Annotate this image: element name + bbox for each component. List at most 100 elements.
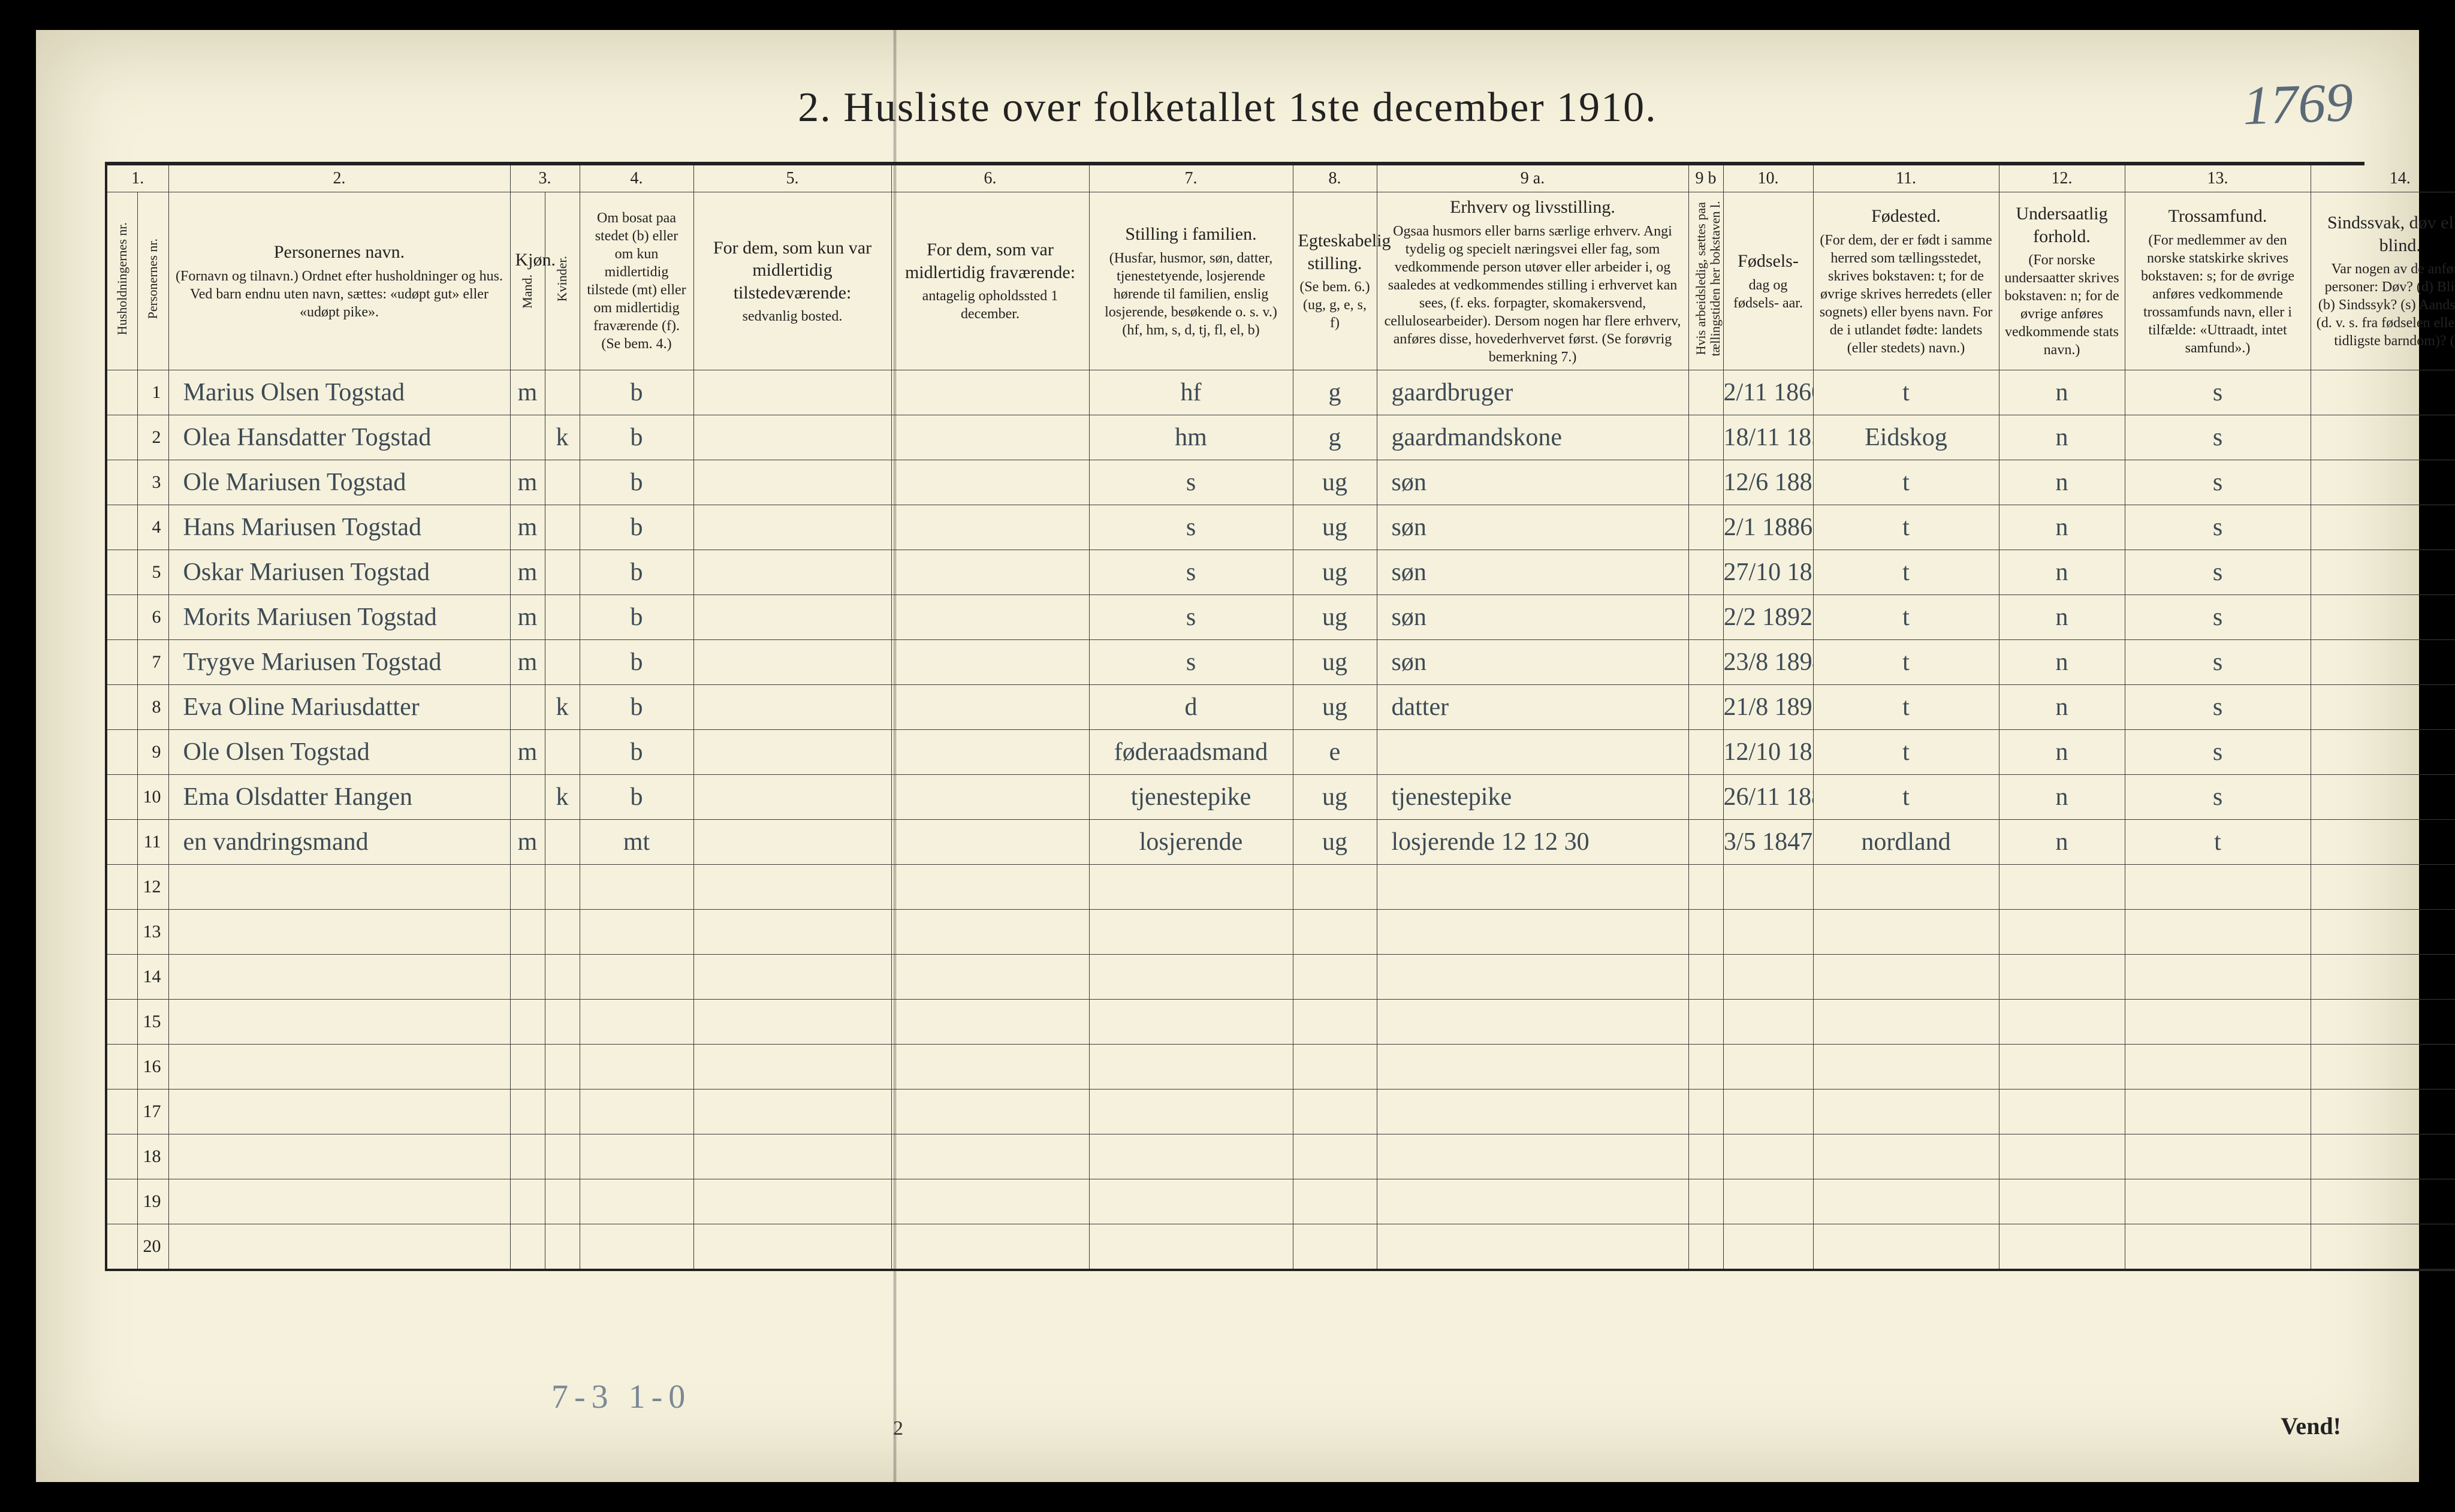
hdr-temp-present: For dem, som kun var midlertidig tilsted… <box>693 192 891 370</box>
hdr-sex-m: Kjøn. Mand. <box>510 192 545 370</box>
cell <box>106 415 137 460</box>
cell: s <box>2125 684 2311 729</box>
cell: Hans Mariusen Togstad <box>168 505 510 550</box>
cell <box>1999 1044 2125 1089</box>
cell: d <box>1089 684 1293 729</box>
cell: søn <box>1377 460 1688 505</box>
cell <box>891 864 1089 909</box>
cell: Olea Hansdatter Togstad <box>168 415 510 460</box>
cell: 1 <box>137 370 168 415</box>
cell <box>545 999 580 1044</box>
cell: t <box>2125 819 2311 864</box>
cell <box>2125 1044 2311 1089</box>
table-row: 13 <box>106 909 2455 954</box>
cell <box>693 909 891 954</box>
cell <box>2311 999 2455 1044</box>
cell <box>2125 1224 2311 1270</box>
cell: ug <box>1293 460 1377 505</box>
cell: s <box>2125 639 2311 684</box>
cell <box>580 1089 693 1134</box>
cell: b <box>580 684 693 729</box>
corner-annotation: 1769 <box>2242 70 2354 137</box>
page-title: 2. Husliste over folketallet 1ste decemb… <box>36 84 2419 132</box>
cell: en vandringsmand <box>168 819 510 864</box>
cell <box>1723 1224 1813 1270</box>
cell <box>1688 594 1723 639</box>
cell: Ole Olsen Togstad <box>168 729 510 774</box>
cell <box>891 729 1089 774</box>
cell <box>891 550 1089 594</box>
cell <box>1293 999 1377 1044</box>
cell: søn <box>1377 505 1688 550</box>
cell <box>693 729 891 774</box>
colnum-2: 2. <box>168 165 510 192</box>
cell <box>545 864 580 909</box>
hdr-religion: Trossamfund.(For medlemmer av den norske… <box>2125 192 2311 370</box>
cell <box>1089 864 1293 909</box>
cell: 7 <box>137 639 168 684</box>
cell: s <box>2125 370 2311 415</box>
cell <box>1688 639 1723 684</box>
colnum-1: 1. <box>106 165 168 192</box>
cell: b <box>580 505 693 550</box>
colnum-9b: 9 b <box>1688 165 1723 192</box>
cell: b <box>580 460 693 505</box>
table-row: 4Hans Mariusen Togstadmbsugsøn2/1 1886tn… <box>106 505 2455 550</box>
cell <box>1688 864 1723 909</box>
cell <box>2125 1179 2311 1224</box>
cell <box>1089 1089 1293 1134</box>
cell <box>106 909 137 954</box>
hdr-occupation: Erhverv og livsstilling.Ogsaa husmors el… <box>1377 192 1688 370</box>
cell <box>545 370 580 415</box>
cell: hf <box>1089 370 1293 415</box>
cell <box>545 550 580 594</box>
cell: t <box>1813 684 1999 729</box>
hdr-sex-k: Kvinder. <box>545 192 580 370</box>
cell: ug <box>1293 594 1377 639</box>
table-row: 17 <box>106 1089 2455 1134</box>
table-row: 2Olea Hansdatter Togstadkbhmggaardmandsk… <box>106 415 2455 460</box>
cell: Ema Olsdatter Hangen <box>168 774 510 819</box>
cell <box>891 505 1089 550</box>
cell <box>2311 684 2455 729</box>
cell <box>510 909 545 954</box>
cell <box>1293 1089 1377 1134</box>
cell: tjenestepike <box>1377 774 1688 819</box>
cell: 3/5 1847 <box>1723 819 1813 864</box>
cell: s <box>2125 415 2311 460</box>
cell: søn <box>1377 594 1688 639</box>
cell <box>1688 819 1723 864</box>
table-row: 18 <box>106 1134 2455 1179</box>
cell: ug <box>1293 639 1377 684</box>
cell <box>545 954 580 999</box>
hdr-birthplace: Fødested.(For dem, der er født i samme h… <box>1813 192 1999 370</box>
table-row: 11en vandringsmandmmtlosjerendeuglosjere… <box>106 819 2455 864</box>
turn-over: Vend! <box>2281 1412 2341 1440</box>
cell <box>510 1179 545 1224</box>
cell <box>1723 1044 1813 1089</box>
cell: 2/2 1892 <box>1723 594 1813 639</box>
cell <box>1813 1134 1999 1179</box>
cell <box>2125 999 2311 1044</box>
cell: 19 <box>137 1179 168 1224</box>
cell <box>1089 1179 1293 1224</box>
cell: ug <box>1293 684 1377 729</box>
header-row: Husholdningernes nr. Personernes nr. Per… <box>106 192 2455 370</box>
cell <box>1688 550 1723 594</box>
cell: 15 <box>137 999 168 1044</box>
cell <box>106 1179 137 1224</box>
cell <box>693 415 891 460</box>
cell: t <box>1813 460 1999 505</box>
cell <box>1813 1224 1999 1270</box>
cell <box>2125 864 2311 909</box>
cell <box>1688 774 1723 819</box>
cell: 16 <box>137 1044 168 1089</box>
cell: 2/1 1886 <box>1723 505 1813 550</box>
cell <box>106 819 137 864</box>
cell: 20 <box>137 1224 168 1270</box>
cell <box>2125 1134 2311 1179</box>
cell: n <box>1999 370 2125 415</box>
cell: hm <box>1089 415 1293 460</box>
cell <box>545 1089 580 1134</box>
cell <box>1377 1224 1688 1270</box>
